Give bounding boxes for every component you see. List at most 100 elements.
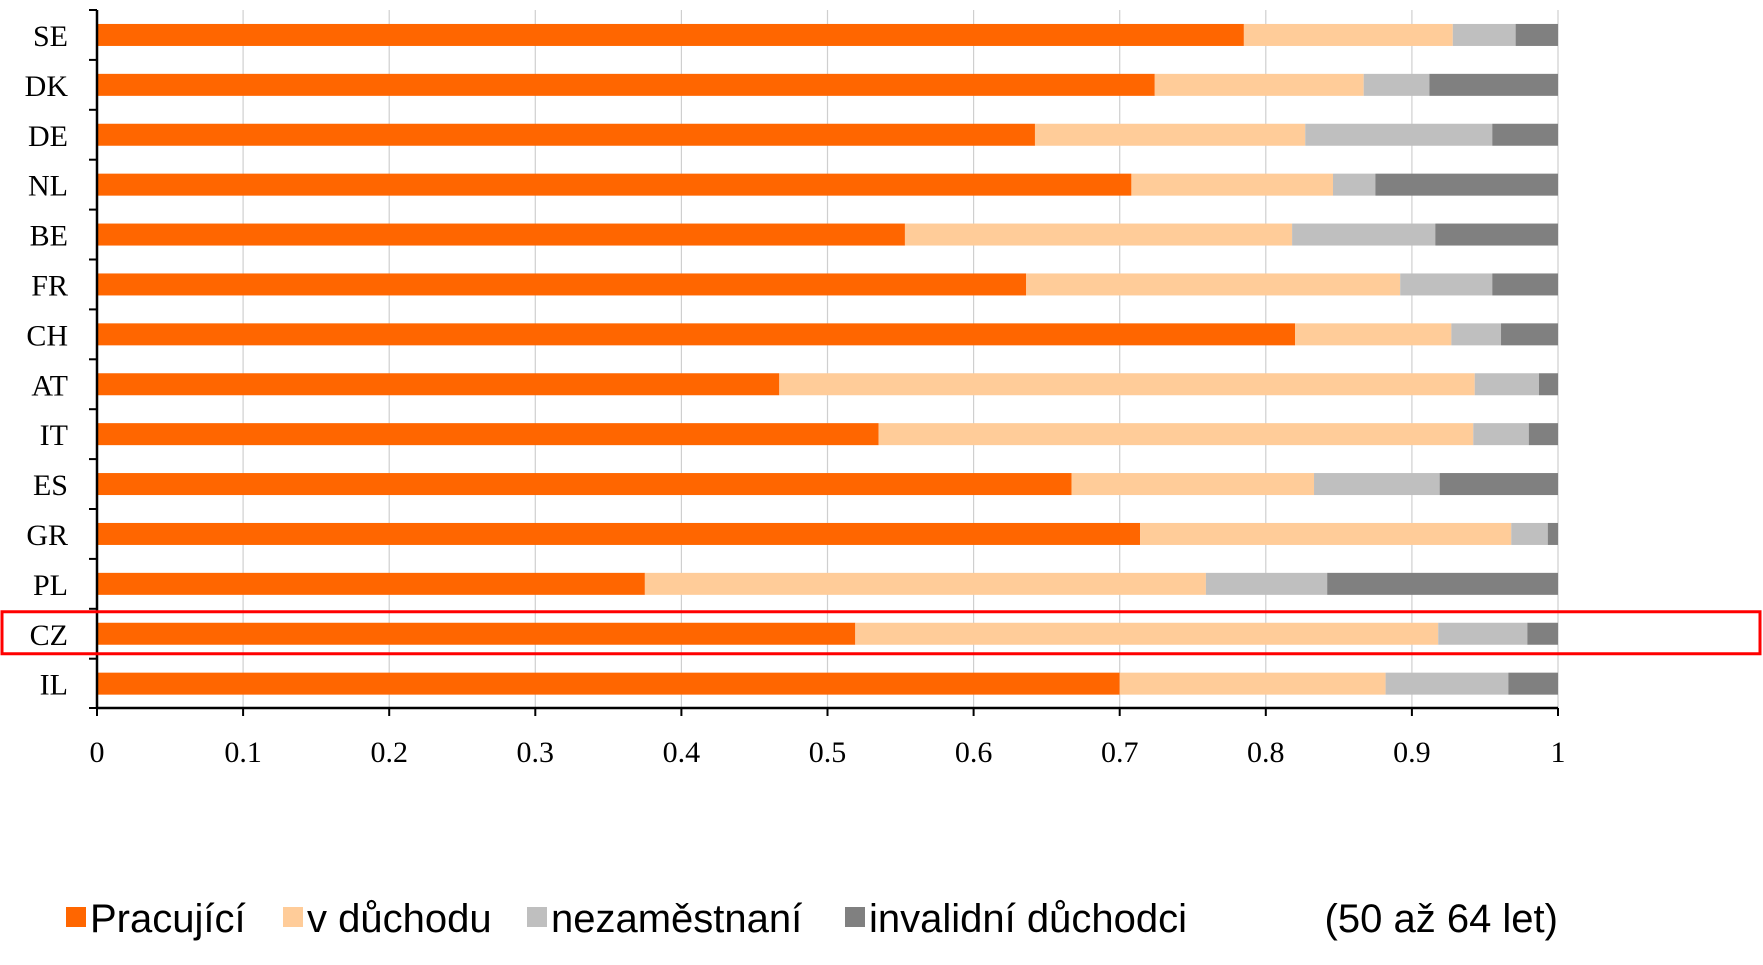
- bar-de-3: [1492, 123, 1558, 146]
- legend-swatch-3: [845, 907, 865, 927]
- category-labels: SE DK DE NL BE FR CH AT IT ES GR PL CZ IL: [25, 20, 69, 702]
- bar-se-3: [1515, 23, 1558, 46]
- bar-be-1: [904, 223, 1293, 246]
- category-label-dk: DK: [25, 70, 69, 103]
- category-label-es: ES: [33, 469, 68, 502]
- bar-de-0: [97, 123, 1035, 146]
- bar-pl-3: [1327, 572, 1558, 595]
- bar-at-3: [1539, 373, 1558, 396]
- category-label-il: IL: [40, 669, 68, 702]
- bar-es-1: [1071, 473, 1315, 496]
- bar-ch-2: [1451, 323, 1502, 346]
- bar-it-3: [1528, 423, 1558, 446]
- legend-label-1: v důchodu: [307, 897, 492, 941]
- x-tick-label: 0.6: [955, 736, 993, 769]
- bar-cz-0: [97, 622, 856, 645]
- x-tick-label: 1: [1551, 736, 1566, 769]
- x-tick-label: 0.9: [1393, 736, 1431, 769]
- category-label-ch: CH: [26, 319, 68, 352]
- bar-gr-0: [97, 522, 1141, 545]
- category-label-it: IT: [40, 419, 68, 452]
- x-tick-label: 0.3: [517, 736, 555, 769]
- bar-at-0: [97, 373, 780, 396]
- legend: Pracující v důchodu nezaměstnaní invalidní …: [66, 897, 1558, 941]
- bar-at-1: [779, 373, 1475, 396]
- bar-nl-1: [1131, 173, 1334, 196]
- bar-nl-0: [97, 173, 1132, 196]
- bar-dk-2: [1363, 73, 1430, 96]
- bar-be-2: [1292, 223, 1436, 246]
- highlight-box-cz: [0, 610, 1762, 656]
- bar-at-2: [1474, 373, 1540, 396]
- bar-gr-1: [1140, 522, 1512, 545]
- bar-il-2: [1385, 672, 1509, 695]
- category-label-at: AT: [31, 369, 68, 402]
- bar-nl-2: [1333, 173, 1376, 196]
- bar-il-3: [1508, 672, 1558, 695]
- axes: [89, 9, 1559, 716]
- bar-es-3: [1439, 473, 1558, 496]
- bar-se-1: [1243, 23, 1453, 46]
- bar-ch-0: [97, 323, 1296, 346]
- x-tick-label: 0.7: [1101, 736, 1139, 769]
- x-tick-label: 0.4: [663, 736, 701, 769]
- bar-de-1: [1034, 123, 1306, 146]
- legend-label-2: nezaměstnaní: [551, 897, 802, 941]
- legend-swatch-0: [66, 907, 86, 927]
- highlight-box: [0, 610, 1762, 656]
- bar-fr-0: [97, 273, 1027, 296]
- bar-pl-0: [97, 572, 645, 595]
- age-range-note: (50 až 64 let): [1325, 897, 1558, 941]
- bar-it-0: [97, 423, 879, 446]
- bar-se-0: [97, 23, 1244, 46]
- bar-pl-2: [1205, 572, 1328, 595]
- gridlines: [242, 10, 1559, 708]
- category-label-se: SE: [33, 20, 68, 53]
- bar-it-1: [878, 423, 1474, 446]
- legend-swatch-2: [527, 907, 547, 927]
- bar-gr-3: [1547, 522, 1558, 545]
- legend-label-0: Pracující: [90, 897, 246, 941]
- x-tick-labels: 0 0.1 0.2 0.3 0.4 0.5 0.6 0.7 0.8 0.9 1: [90, 736, 1566, 769]
- legend-label-3: invalidní důchodci: [869, 897, 1187, 941]
- bar-it-2: [1473, 423, 1529, 446]
- bars: [97, 23, 1558, 695]
- bar-gr-2: [1511, 522, 1548, 545]
- category-label-gr: GR: [26, 519, 68, 552]
- bar-fr-2: [1400, 273, 1493, 296]
- x-tick-label: 0.1: [224, 736, 262, 769]
- bar-nl-3: [1375, 173, 1558, 196]
- bar-il-0: [97, 672, 1120, 695]
- bar-cz-2: [1438, 622, 1528, 645]
- category-label-nl: NL: [28, 170, 68, 203]
- bar-fr-1: [1026, 273, 1401, 296]
- x-tick-label: 0: [90, 736, 105, 769]
- bar-dk-1: [1154, 73, 1364, 96]
- bar-ch-3: [1501, 323, 1558, 346]
- bar-cz-3: [1527, 622, 1558, 645]
- category-label-pl: PL: [33, 569, 68, 602]
- bar-pl-1: [644, 572, 1206, 595]
- bar-be-3: [1435, 223, 1558, 246]
- bar-ch-1: [1295, 323, 1452, 346]
- category-label-de: DE: [28, 120, 68, 153]
- category-label-cz: CZ: [30, 619, 68, 652]
- x-tick-label: 0.5: [809, 736, 847, 769]
- x-tick-label: 0.2: [370, 736, 408, 769]
- bar-il-1: [1119, 672, 1386, 695]
- category-label-be: BE: [30, 220, 68, 253]
- bar-se-2: [1452, 23, 1516, 46]
- bar-be-0: [97, 223, 905, 246]
- bar-es-0: [97, 473, 1072, 496]
- x-tick-label: 0.8: [1247, 736, 1285, 769]
- category-label-fr: FR: [31, 269, 68, 302]
- legend-swatch-1: [283, 907, 303, 927]
- bar-fr-3: [1492, 273, 1558, 296]
- bar-de-2: [1305, 123, 1493, 146]
- bar-cz-1: [855, 622, 1439, 645]
- bar-es-2: [1314, 473, 1440, 496]
- bar-dk-0: [97, 73, 1155, 96]
- bar-dk-3: [1429, 73, 1558, 96]
